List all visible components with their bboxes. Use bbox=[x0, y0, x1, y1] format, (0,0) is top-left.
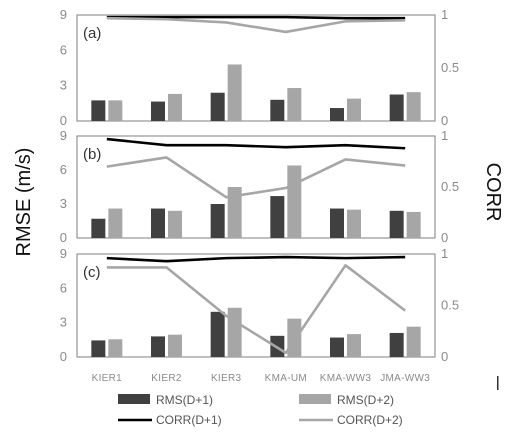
legend-item: CORR(D+2) bbox=[299, 413, 403, 427]
x-tick-label: KIER3 bbox=[211, 373, 242, 384]
y-tick-label: 9 bbox=[60, 7, 67, 22]
x-axis: KIER1 KIER2 KIER3 KMA-UM KMA-WW3 JMA-WW3 bbox=[92, 373, 430, 384]
y2-tick-label: 1 bbox=[441, 7, 448, 22]
x-tick-label: KMA-WW3 bbox=[320, 373, 372, 384]
y-tick-label: 0 bbox=[60, 113, 67, 128]
legend: RMS(D+1) RMS(D+2) CORR(D+1) CORR(D+2) bbox=[118, 393, 403, 427]
bar bbox=[108, 208, 123, 238]
panel-label: (a) bbox=[83, 25, 101, 42]
bar bbox=[330, 337, 344, 357]
bar bbox=[270, 196, 285, 238]
series-line bbox=[106, 156, 406, 199]
x-tick-label: KMA-UM bbox=[265, 373, 307, 384]
panel-frame bbox=[76, 14, 436, 122]
y-tick-label: 0 bbox=[60, 230, 67, 245]
series-line bbox=[106, 16, 406, 34]
legend-swatch bbox=[299, 394, 331, 404]
y-tick-label: 6 bbox=[60, 280, 67, 295]
bar bbox=[168, 93, 182, 121]
y-tick-label: 3 bbox=[60, 78, 67, 93]
panel-frame bbox=[76, 253, 436, 358]
y-tick-label: 3 bbox=[60, 315, 67, 330]
bar bbox=[287, 88, 302, 121]
bar bbox=[389, 210, 404, 238]
bar bbox=[270, 99, 285, 121]
bar bbox=[389, 94, 404, 121]
bar bbox=[227, 187, 242, 238]
bar bbox=[91, 340, 106, 357]
bar bbox=[151, 208, 165, 238]
panel: 0 3 6 9 0 0.5 1 (b) bbox=[60, 128, 459, 245]
bar bbox=[287, 318, 302, 357]
bar bbox=[210, 204, 225, 238]
bar bbox=[210, 311, 225, 357]
panel-frame bbox=[76, 135, 436, 239]
legend-item: RMS(D+2) bbox=[299, 393, 394, 407]
y-tick-label: 0 bbox=[60, 349, 67, 364]
bar bbox=[330, 208, 344, 238]
y2-tick-label: 0.5 bbox=[441, 179, 459, 194]
x-tick-label: KIER1 bbox=[92, 373, 123, 384]
legend-swatch bbox=[118, 394, 150, 404]
edge-marker bbox=[497, 376, 499, 390]
bar bbox=[108, 100, 123, 121]
bar bbox=[406, 92, 421, 121]
bar bbox=[227, 64, 242, 121]
y2-tick-label: 1 bbox=[441, 128, 448, 143]
bar bbox=[91, 100, 106, 121]
legend-label: RMS(D+1) bbox=[156, 393, 213, 407]
series-line bbox=[106, 137, 406, 150]
bar bbox=[108, 339, 123, 357]
bar bbox=[168, 334, 182, 357]
series-line bbox=[106, 15, 406, 20]
panels: 036900.51(a)036900.51(b)036900.51(c)KIER… bbox=[60, 7, 459, 384]
panel: 0 3 6 9 0 0.5 1 (c) bbox=[60, 246, 459, 364]
bar bbox=[406, 211, 421, 238]
legend-label: RMS(D+2) bbox=[337, 393, 394, 407]
bar bbox=[91, 218, 106, 238]
x-tick-label: JMA-WW3 bbox=[380, 373, 430, 384]
legend-label: CORR(D+2) bbox=[337, 413, 403, 427]
y-axis-title: RMSE (m/s) bbox=[13, 148, 35, 257]
bar bbox=[389, 332, 404, 357]
bar bbox=[210, 92, 225, 121]
y2-axis-title: CORR bbox=[482, 163, 504, 222]
panel-label: (b) bbox=[83, 146, 101, 163]
y2-tick-label: 0.5 bbox=[441, 298, 459, 313]
y-tick-label: 6 bbox=[60, 162, 67, 177]
y2-tick-label: 0 bbox=[441, 349, 448, 364]
bar bbox=[168, 210, 182, 238]
bar bbox=[347, 334, 361, 357]
bar bbox=[227, 307, 242, 357]
bar bbox=[347, 209, 361, 238]
y-tick-label: 9 bbox=[60, 246, 67, 261]
bar bbox=[287, 165, 302, 238]
y2-tick-label: 1 bbox=[441, 246, 448, 261]
x-tick-label: KIER2 bbox=[151, 373, 182, 384]
y2-tick-label: 0 bbox=[441, 230, 448, 245]
panel-label: (c) bbox=[83, 264, 101, 281]
y-tick-label: 3 bbox=[60, 196, 67, 211]
legend-item: RMS(D+1) bbox=[118, 393, 213, 407]
series-line bbox=[106, 264, 406, 355]
y2-tick-label: 0.5 bbox=[441, 60, 459, 75]
legend-item: CORR(D+1) bbox=[118, 413, 222, 427]
y-tick-label: 6 bbox=[60, 42, 67, 57]
bar bbox=[347, 98, 361, 121]
legend-label: CORR(D+1) bbox=[156, 413, 222, 427]
series-line bbox=[106, 255, 406, 263]
y2-tick-label: 0 bbox=[441, 113, 448, 128]
y-tick-label: 9 bbox=[60, 128, 67, 143]
bar bbox=[151, 101, 165, 121]
bar bbox=[330, 108, 344, 121]
bar bbox=[406, 326, 421, 357]
panel: 0 3 6 9 0 0.5 1 (a) bbox=[60, 7, 459, 128]
bar bbox=[151, 336, 165, 357]
